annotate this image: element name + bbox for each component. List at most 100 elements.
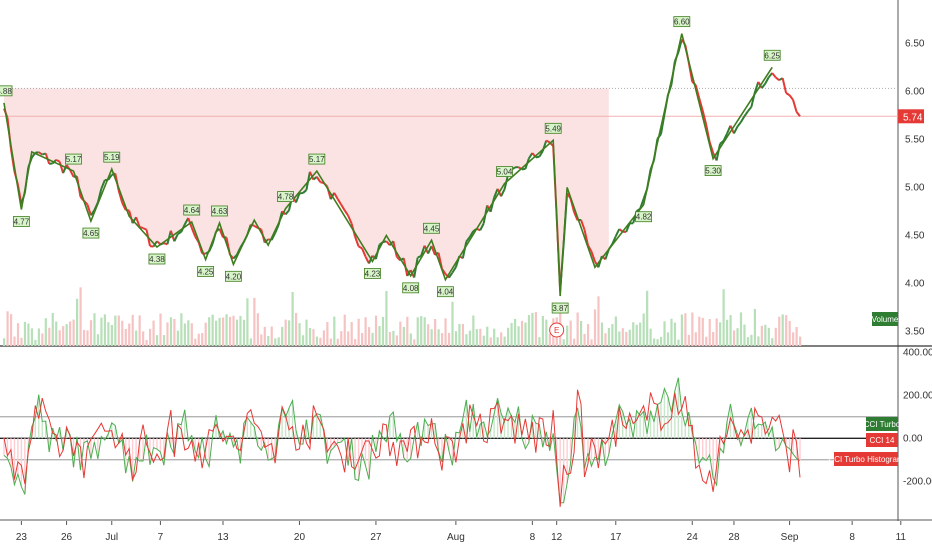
volume-bar: [462, 324, 464, 346]
volume-bar: [437, 329, 439, 346]
pivot-label: 4.78: [278, 193, 294, 202]
price-segment: [748, 107, 751, 111]
volume-bar: [271, 327, 273, 346]
volume-bar: [83, 330, 85, 346]
pivot-label: 6.60: [674, 18, 690, 27]
volume-bar: [663, 321, 665, 346]
pivot-label: 5.04: [497, 168, 513, 177]
price-tick-label: 4.50: [905, 230, 925, 241]
volume-bar: [799, 337, 801, 346]
volume-bar: [281, 327, 283, 346]
volume-bar: [212, 315, 214, 346]
volume-bar: [719, 322, 721, 346]
volume-bar: [152, 321, 154, 346]
volume-bar: [305, 320, 307, 346]
pivot-label: 4.77: [14, 218, 30, 227]
volume-bar: [747, 337, 749, 346]
volume-bar: [3, 338, 5, 346]
price-segment: [741, 116, 744, 122]
volume-bar: [330, 339, 332, 346]
volume-bar: [618, 331, 620, 346]
volume-bar: [219, 318, 221, 346]
volume-bar: [636, 325, 638, 346]
earnings-marker-label: E: [554, 326, 559, 335]
volume-bar: [288, 320, 290, 346]
last-price-label: 5.74: [903, 112, 923, 123]
pivot-label: 6.25: [764, 51, 780, 60]
volume-bar: [399, 322, 401, 346]
volume-bar: [333, 317, 335, 346]
volume-bar: [156, 335, 158, 346]
time-tick-label: 27: [370, 532, 382, 543]
volume-bar: [479, 329, 481, 346]
cci-legend-label: CCI Turbo Histogram: [828, 455, 903, 464]
time-tick-label: 7: [158, 532, 164, 543]
time-tick-label: Sep: [781, 532, 799, 543]
volume-bar: [225, 314, 227, 346]
price-segment: [143, 228, 146, 230]
volume-bar: [504, 337, 506, 346]
volume-bar: [524, 323, 526, 346]
volume-bar: [413, 339, 415, 346]
volume-bar: [444, 318, 446, 346]
volume-bar: [295, 313, 297, 346]
volume-bar: [100, 318, 102, 346]
price-segment: [762, 84, 765, 88]
volume-bar: [723, 289, 725, 346]
volume-bar: [358, 319, 360, 346]
volume-bar: [382, 317, 384, 346]
pivot-label: 4.04: [438, 288, 454, 297]
cci-legend-label: CCI 14: [870, 436, 895, 445]
volume-bar: [246, 298, 248, 346]
volume-bar: [639, 323, 641, 346]
volume-bar: [716, 318, 718, 346]
volume-bar: [163, 335, 165, 346]
volume-bar: [424, 317, 426, 346]
volume-bar: [365, 317, 367, 346]
volume-bar: [285, 320, 287, 346]
price-segment: [772, 73, 775, 77]
volume-bar: [583, 334, 585, 346]
time-tick-label: 8: [849, 532, 855, 543]
price-tick-label: 5.00: [905, 182, 925, 193]
volume-bar: [493, 329, 495, 346]
volume-bar: [69, 321, 71, 346]
volume-bar: [170, 317, 172, 346]
time-tick-label: 26: [61, 532, 73, 543]
volume-bar: [135, 331, 137, 346]
volume-bar: [180, 313, 182, 346]
volume-bar: [517, 326, 519, 346]
price-tick-label: 5.50: [905, 134, 925, 145]
time-tick-label: 12: [551, 532, 563, 543]
volume-bar: [563, 339, 565, 346]
volume-bar: [570, 321, 572, 346]
volume-bar: [86, 330, 88, 346]
volume-bar: [789, 321, 791, 346]
volume-bar: [514, 319, 516, 346]
volume-bar: [118, 316, 120, 346]
volume-bar: [97, 334, 99, 346]
volume-bar: [768, 328, 770, 346]
volume-bar: [764, 325, 766, 346]
volume-bar: [410, 334, 412, 346]
volume-bar: [45, 318, 47, 346]
price-segment: [35, 152, 38, 153]
volume-bar: [236, 320, 238, 346]
volume-bar: [344, 315, 346, 346]
volume-bar: [323, 330, 325, 346]
volume-bar: [194, 339, 196, 346]
volume-bar: [667, 332, 669, 346]
volume-bar: [684, 313, 686, 346]
volume-bar: [17, 323, 19, 346]
volume-bar: [434, 319, 436, 346]
volume-bar: [396, 335, 398, 346]
volume-bar: [535, 312, 537, 346]
volume-bar: [521, 321, 523, 346]
volume-bar: [507, 328, 509, 346]
pivot-label: 3.87: [552, 304, 568, 313]
price-segment: [616, 229, 619, 236]
volume-bar: [326, 322, 328, 346]
